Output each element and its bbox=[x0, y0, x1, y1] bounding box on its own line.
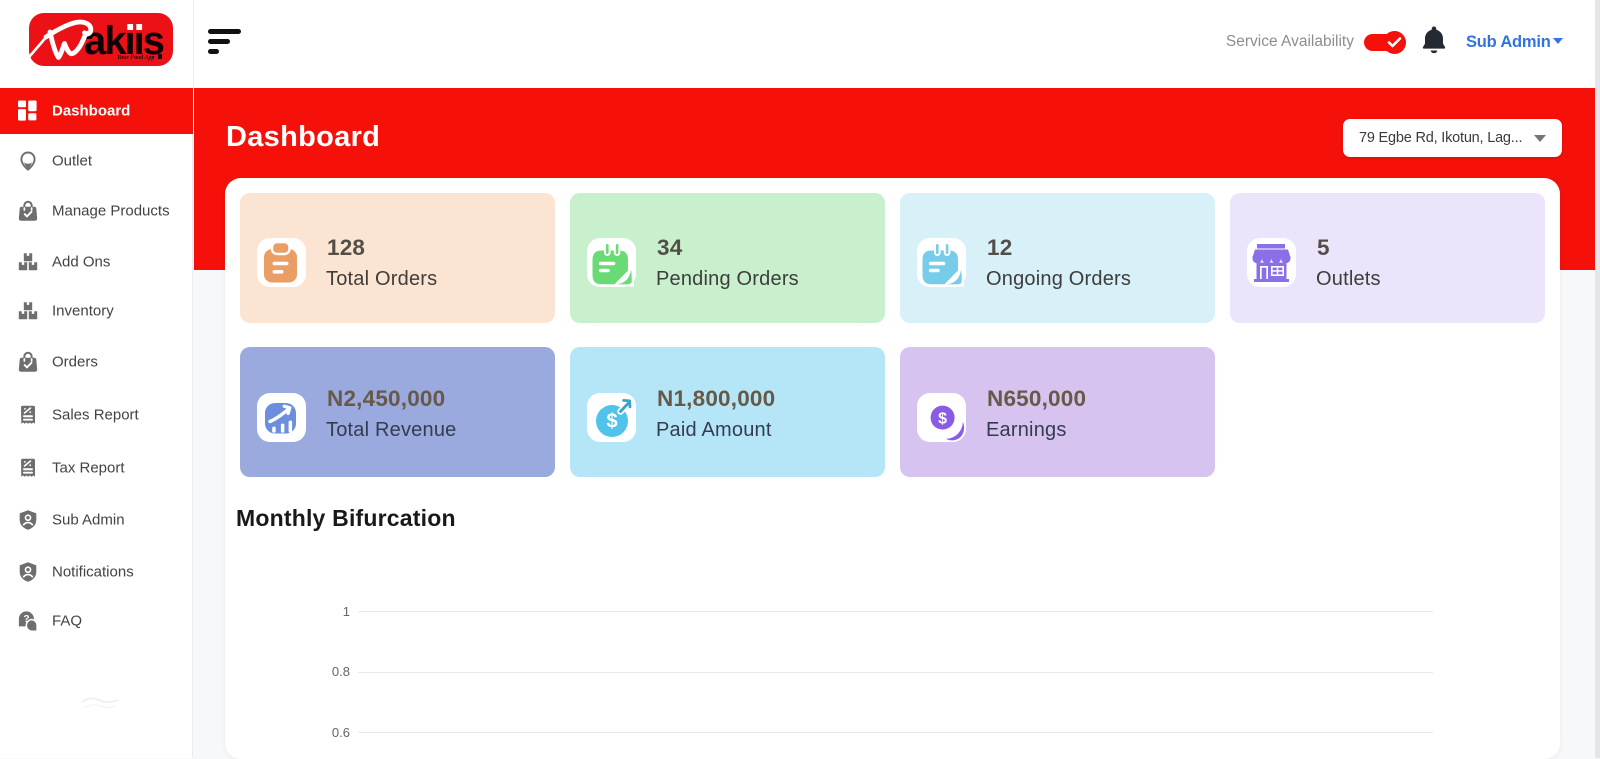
svg-text:Your Food App: Your Food App bbox=[117, 55, 154, 61]
svg-text:$: $ bbox=[938, 411, 947, 428]
svg-text:$: $ bbox=[606, 411, 617, 433]
svg-text:akııs: akııs bbox=[84, 19, 164, 63]
svg-text:?: ? bbox=[23, 614, 29, 625]
